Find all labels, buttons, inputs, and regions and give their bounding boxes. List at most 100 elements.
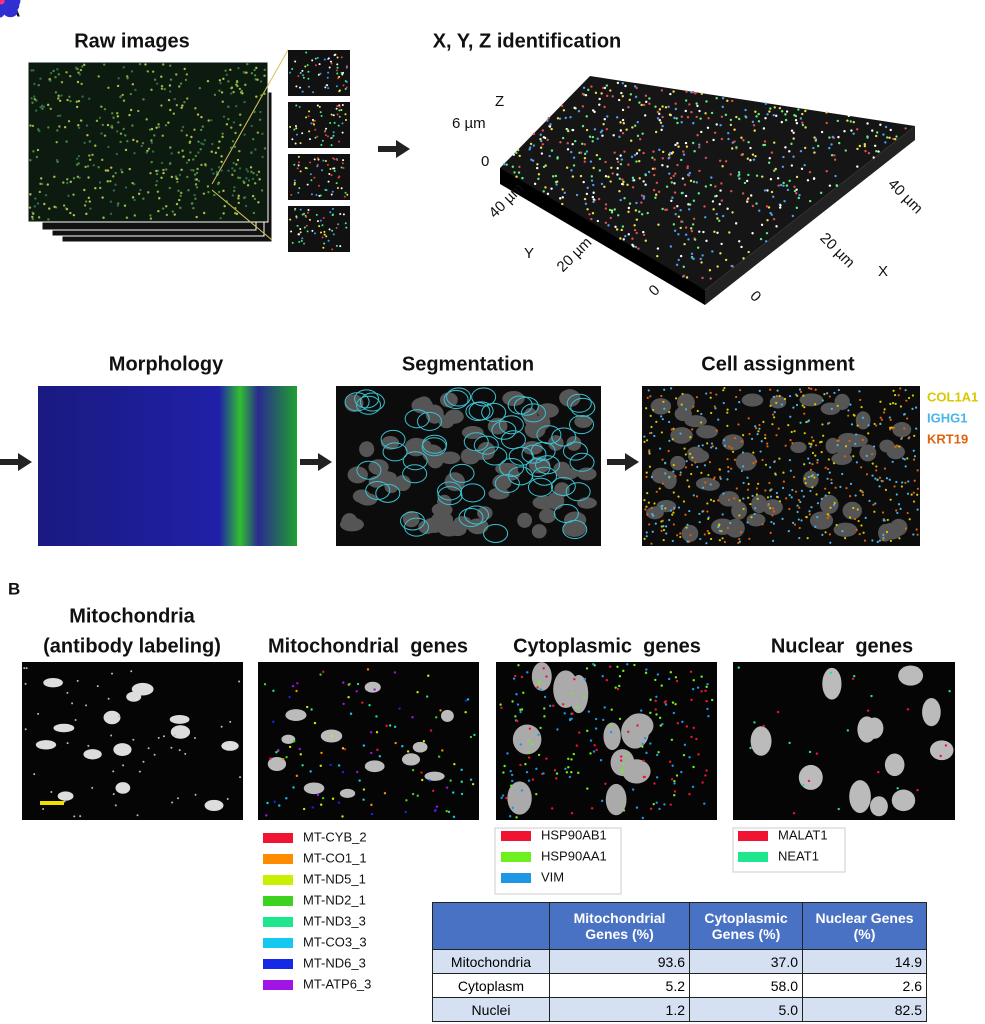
texture: [88, 158, 92, 161]
cell: [357, 493, 378, 506]
texture: [324, 160, 327, 163]
texture: [707, 517, 710, 521]
texture: [712, 138, 715, 142]
texture: [331, 207, 334, 210]
texture: [638, 101, 641, 104]
legend-label: HSP90AB1: [541, 827, 607, 842]
texture: [55, 140, 58, 144]
texture: [301, 69, 304, 72]
texture: [826, 513, 829, 516]
texture: [137, 109, 140, 113]
texture: [621, 108, 625, 112]
texture: [610, 209, 614, 212]
outline: [402, 464, 428, 484]
texture: [548, 704, 552, 708]
texture: [258, 178, 261, 181]
texture: [129, 108, 133, 112]
texture: [682, 150, 685, 153]
texture: [757, 120, 761, 123]
texture: [257, 170, 261, 174]
texture: [510, 784, 513, 787]
texture: [616, 173, 619, 176]
texture: [62, 181, 65, 184]
texture: [910, 493, 913, 496]
texture: [718, 529, 721, 532]
texture: [662, 400, 665, 403]
texture: [428, 779, 431, 782]
legend-label: VIM: [541, 869, 564, 884]
texture: [74, 718, 77, 721]
texture: [449, 779, 452, 782]
texture: [149, 172, 152, 175]
texture: [686, 523, 689, 526]
texture: [836, 404, 839, 407]
texture: [239, 123, 242, 127]
texture: [903, 413, 906, 416]
texture: [715, 429, 718, 432]
texture: [820, 130, 824, 134]
texture: [340, 187, 343, 190]
texture: [677, 495, 680, 498]
texture: [767, 161, 771, 164]
texture: [190, 202, 194, 205]
cell: [603, 722, 621, 751]
texture: [680, 121, 683, 124]
texture: [83, 63, 86, 67]
texture: [749, 146, 752, 150]
texture: [866, 709, 870, 712]
cell: [440, 709, 454, 722]
texture: [233, 189, 236, 193]
texture: [656, 117, 660, 120]
texture: [658, 807, 661, 811]
texture: [514, 715, 517, 718]
texture: [810, 443, 813, 446]
outline: [553, 504, 579, 524]
texture: [760, 440, 763, 443]
texture: [180, 129, 183, 132]
texture: [160, 75, 163, 78]
texture: [788, 459, 792, 462]
texture: [229, 146, 233, 150]
volume-3d: [500, 76, 915, 305]
texture: [122, 127, 125, 131]
texture: [800, 519, 803, 522]
texture: [225, 200, 228, 203]
texture: [750, 437, 754, 440]
texture: [131, 124, 134, 127]
texture: [699, 537, 702, 541]
texture: [642, 103, 646, 107]
texture: [303, 226, 306, 229]
texture: [297, 155, 300, 158]
legend-label: HSP90AA1: [541, 848, 607, 863]
texture: [86, 165, 90, 168]
texture: [314, 136, 317, 139]
texture: [718, 219, 721, 222]
texture: [675, 397, 678, 400]
texture: [566, 142, 569, 145]
cell: [762, 499, 783, 516]
texture: [98, 181, 102, 184]
legend-label: MT-ND5_1: [303, 871, 366, 886]
texture: [857, 519, 860, 523]
texture: [776, 710, 780, 714]
texture: [314, 64, 317, 67]
texture: [346, 193, 349, 196]
texture: [719, 252, 722, 255]
texture: [342, 84, 345, 87]
cell: [43, 678, 63, 688]
texture: [232, 121, 236, 124]
texture: [58, 99, 62, 102]
texture: [132, 138, 135, 142]
texture: [163, 87, 166, 91]
texture: [836, 443, 839, 447]
texture: [906, 492, 910, 495]
texture: [670, 181, 674, 184]
texture: [385, 724, 388, 728]
texture: [345, 226, 348, 229]
texture: [307, 77, 310, 80]
texture: [629, 93, 633, 96]
texture: [839, 485, 842, 488]
texture: [675, 774, 679, 777]
texture: [345, 66, 348, 69]
texture: [469, 778, 473, 781]
